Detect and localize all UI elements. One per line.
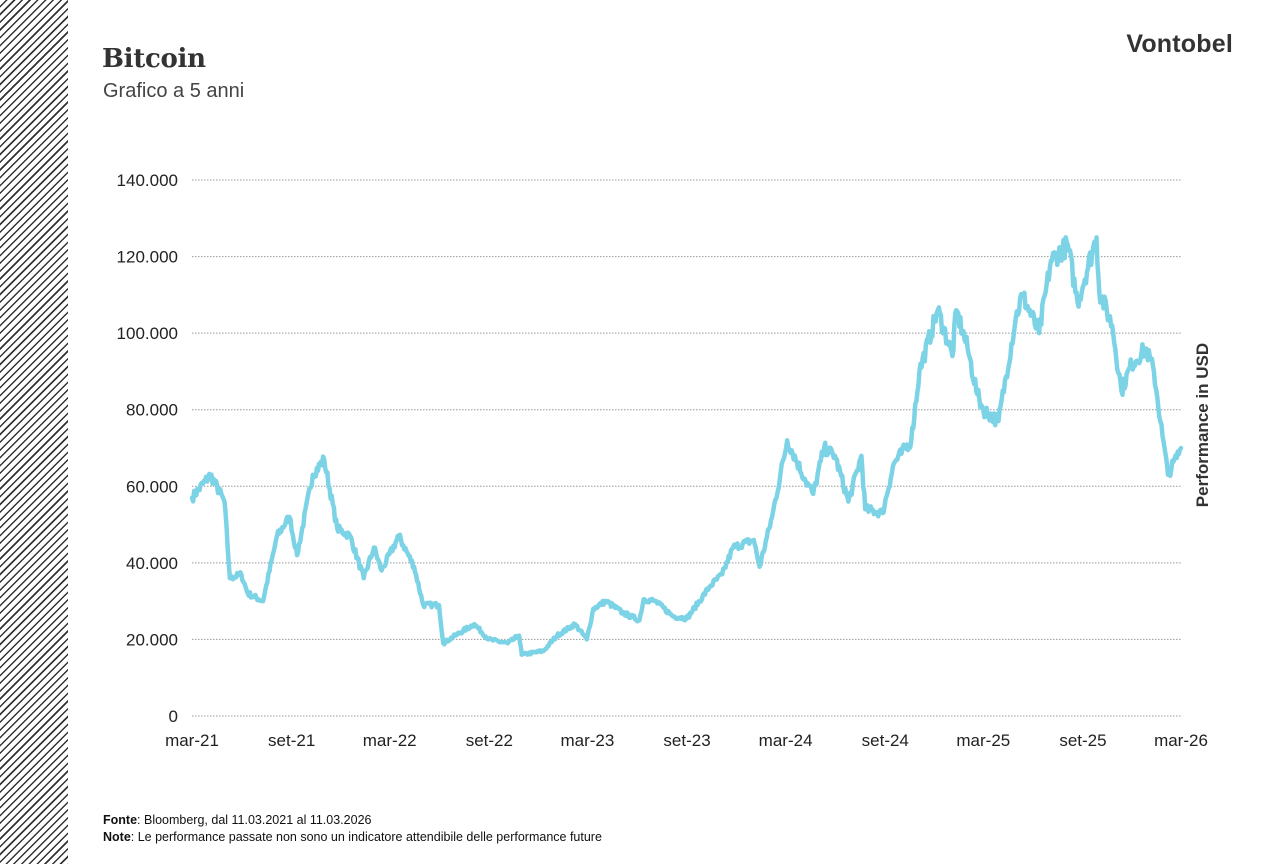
x-tick-label: set-25 — [1059, 731, 1106, 750]
bitcoin-price-line — [189, 235, 1184, 657]
y-tick-label: 40.000 — [126, 554, 178, 573]
x-tick-label: mar-24 — [759, 731, 813, 750]
footer-note-text: : Le performance passate non sono un ind… — [130, 830, 602, 844]
footer-source-label: Fonte — [103, 813, 138, 827]
x-tick-label: mar-21 — [165, 731, 219, 750]
y-tick-label: 100.000 — [117, 324, 178, 343]
y-tick-label: 140.000 — [117, 171, 178, 190]
x-axis-tick-labels: mar-21 set-21 mar-22 set-22 mar-23 set-23 mar-… — [165, 731, 1208, 750]
decorative-stripe-band — [0, 0, 68, 864]
footer-source-text: : Bloomberg, dal 11.03.2021 al 11.03.202… — [137, 813, 372, 827]
x-tick-label: mar-26 — [1154, 731, 1208, 750]
y-tick-label: 0 — [169, 707, 178, 726]
chart-title: Bitcoin — [102, 44, 206, 74]
x-tick-label: set-21 — [268, 731, 315, 750]
x-tick-label: mar-25 — [956, 731, 1010, 750]
footer-note-label: Note — [103, 830, 131, 844]
x-tick-label: set-23 — [663, 731, 710, 750]
series-group — [189, 235, 1184, 657]
y-tick-label: 60.000 — [126, 477, 178, 496]
y-axis-label: Performance in USD — [1193, 343, 1212, 507]
vontobel-logo: Vontobel — [1126, 30, 1233, 58]
chart-subtitle: Grafico a 5 anni — [103, 80, 245, 102]
y-axis-tick-labels: 0 20.000 40.000 60.000 80.000 100.000 120.000 1… — [117, 171, 178, 726]
x-tick-label: mar-22 — [363, 731, 417, 750]
x-tick-label: set-24 — [862, 731, 909, 750]
footer-source: Fonte: Bloomberg, dal 11.03.2021 al 11.0… — [103, 813, 371, 827]
x-tick-label: mar-23 — [560, 731, 614, 750]
y-tick-label: 80.000 — [126, 401, 178, 420]
grid-lines — [192, 179, 1181, 717]
y-tick-label: 120.000 — [117, 248, 178, 267]
x-tick-label: set-22 — [466, 731, 513, 750]
footer-note: Note: Le performance passate non sono un… — [103, 830, 602, 844]
y-tick-label: 20.000 — [126, 630, 178, 649]
